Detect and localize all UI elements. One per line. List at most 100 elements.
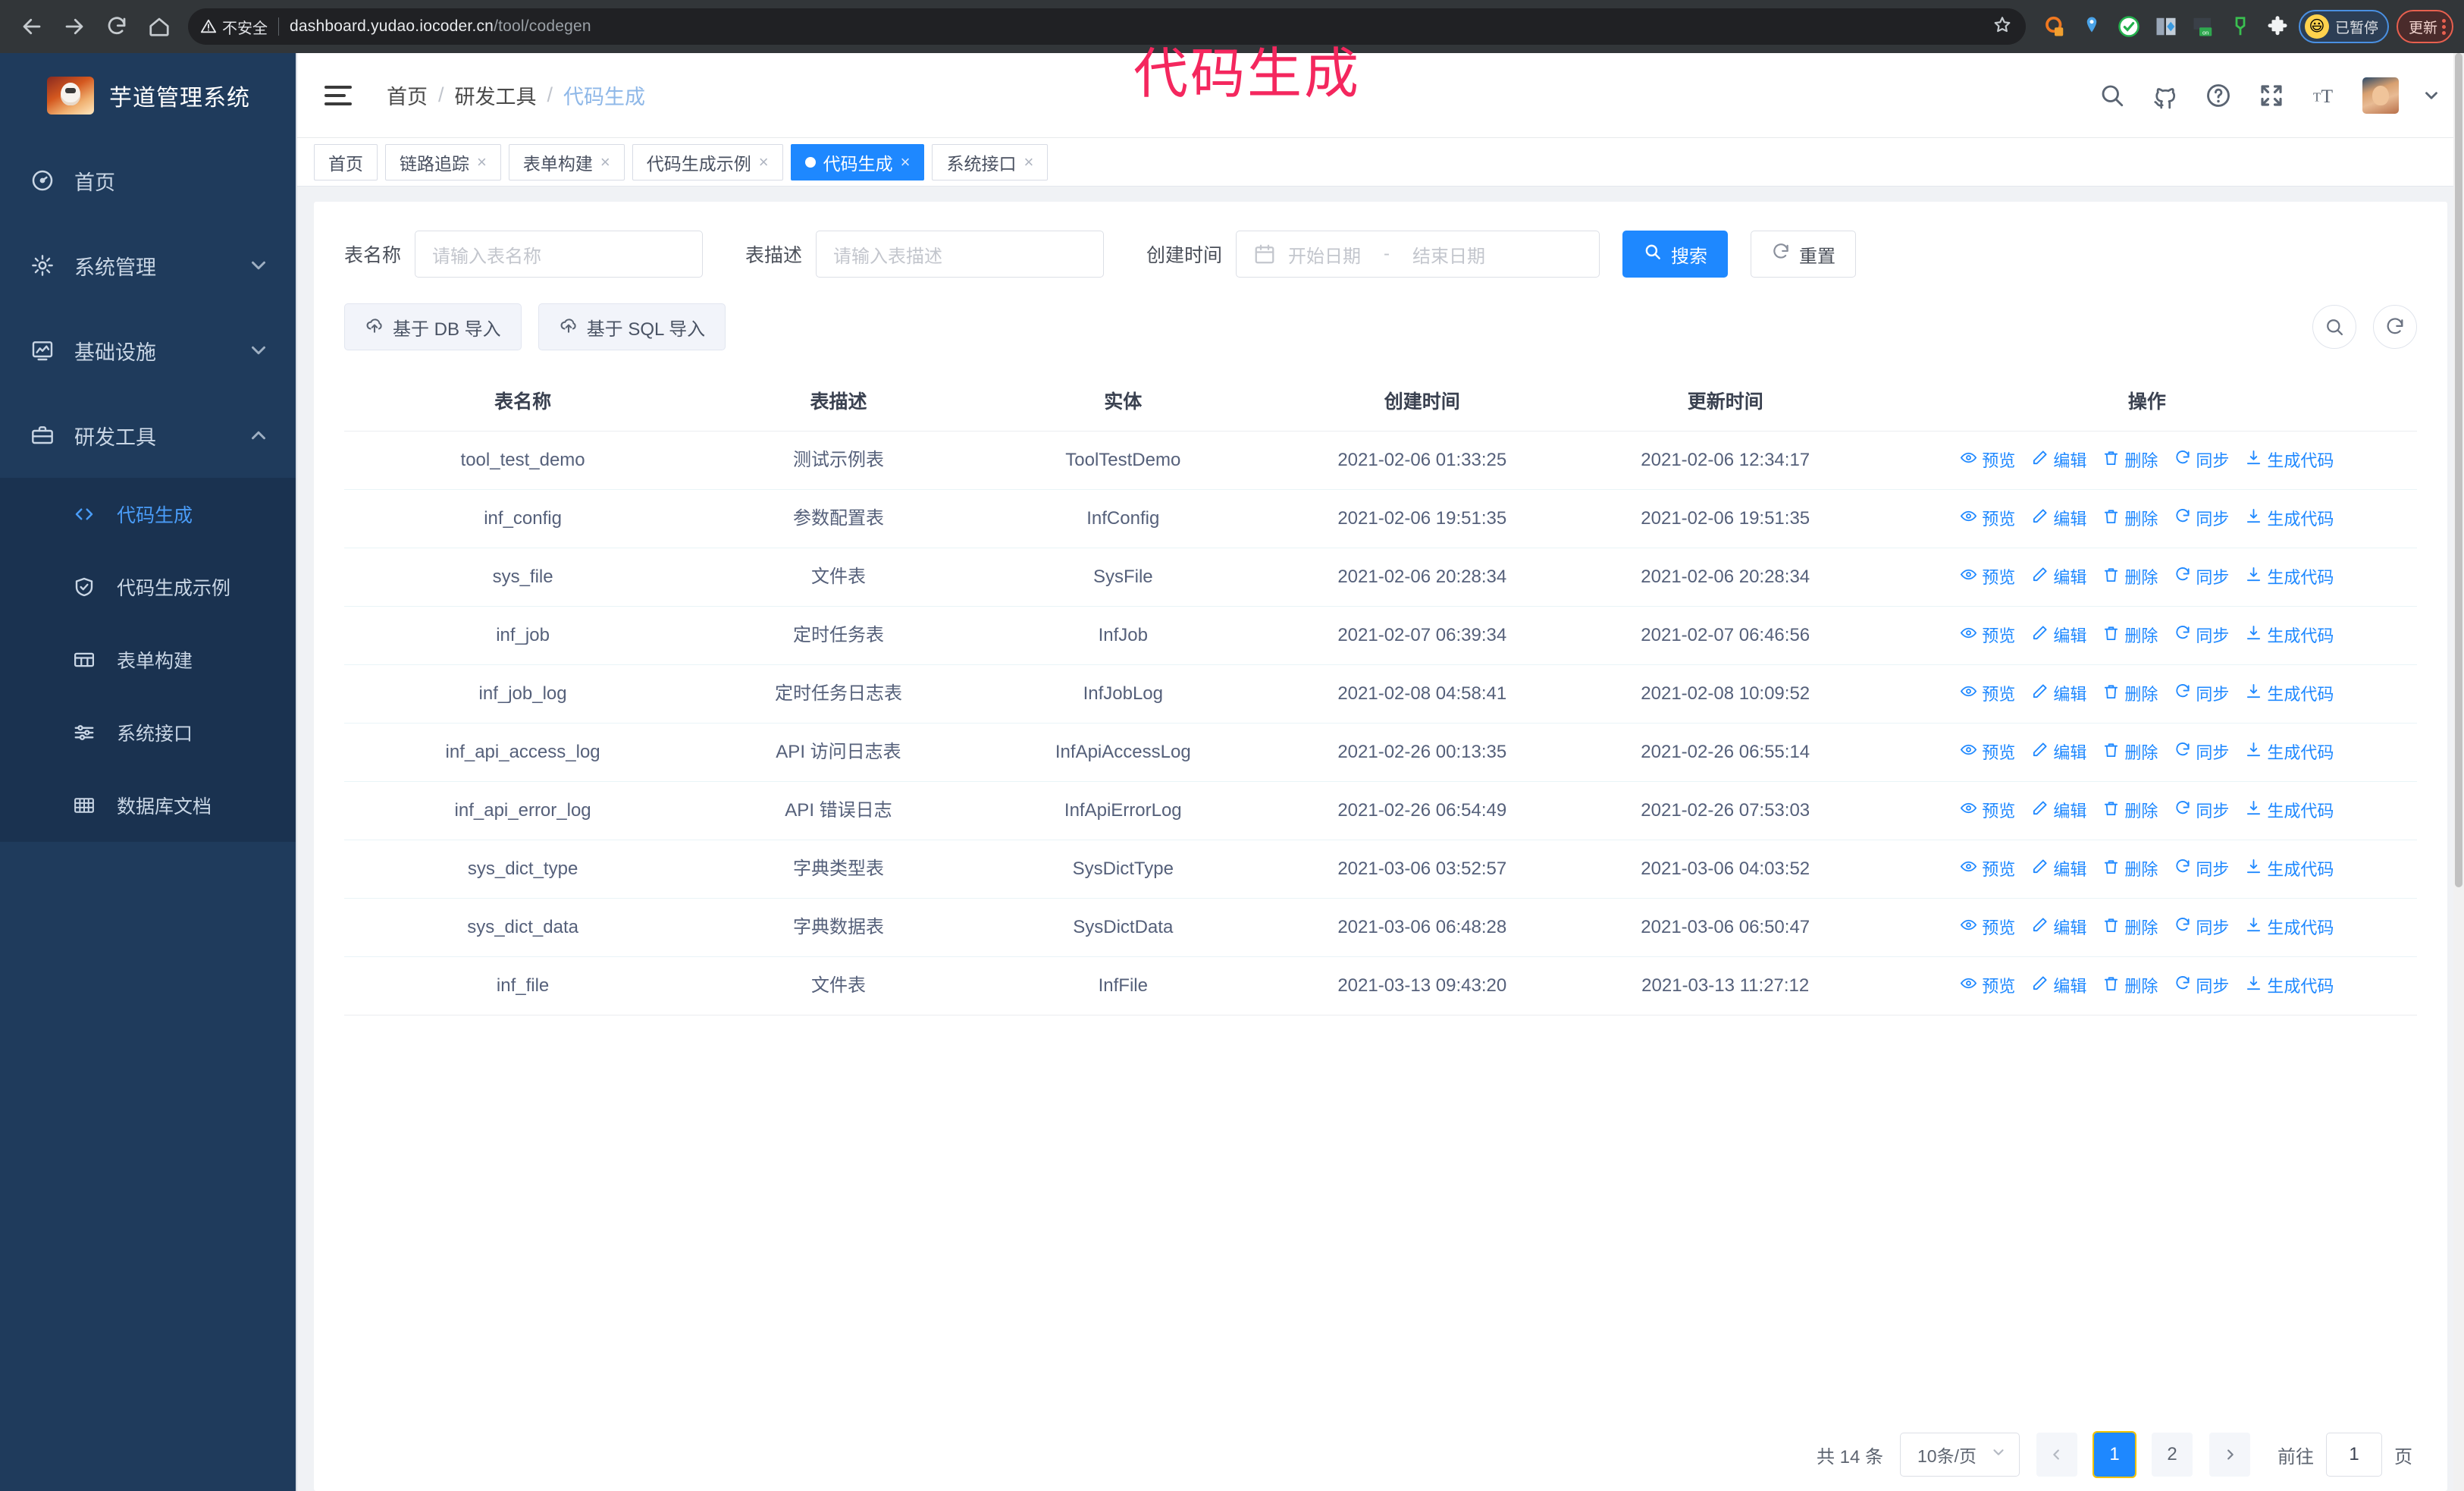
action-download[interactable]: 生成代码 bbox=[2245, 915, 2334, 940]
action-trash[interactable]: 删除 bbox=[2102, 974, 2158, 999]
action-pencil[interactable]: 编辑 bbox=[2031, 682, 2086, 707]
search-button[interactable]: 搜索 bbox=[1622, 231, 1729, 278]
start-date-input[interactable]: 开始日期 bbox=[1288, 246, 1362, 267]
tab-trace[interactable]: 链路追踪 × bbox=[385, 143, 501, 180]
action-trash[interactable]: 删除 bbox=[2102, 623, 2158, 648]
reset-button[interactable]: 重置 bbox=[1751, 231, 1857, 278]
action-sync[interactable]: 同步 bbox=[2174, 974, 2229, 999]
action-sync[interactable]: 同步 bbox=[2174, 682, 2229, 707]
import-from-sql-button[interactable]: 基于 SQL 导入 bbox=[538, 303, 726, 350]
action-eye[interactable]: 预览 bbox=[1960, 915, 2015, 940]
home-icon[interactable] bbox=[138, 5, 180, 48]
action-sync[interactable]: 同步 bbox=[2174, 799, 2229, 824]
refresh-icon[interactable] bbox=[2373, 305, 2417, 349]
action-sync[interactable]: 同步 bbox=[2174, 740, 2229, 765]
jump-page-input[interactable]: 1 bbox=[2326, 1433, 2382, 1477]
action-download[interactable]: 生成代码 bbox=[2245, 799, 2334, 824]
action-sync[interactable]: 同步 bbox=[2174, 857, 2229, 882]
help-circle-icon[interactable] bbox=[2203, 80, 2234, 111]
address-bar[interactable]: 不安全 dashboard.yudao.iocoder.cn/tool/code… bbox=[188, 8, 2026, 45]
tab-codegen[interactable]: 代码生成 × bbox=[790, 143, 925, 180]
star-icon[interactable] bbox=[1992, 15, 2012, 39]
action-sync[interactable]: 同步 bbox=[2174, 623, 2229, 648]
table-name-input[interactable]: 请输入表名称 bbox=[415, 231, 704, 278]
action-pencil[interactable]: 编辑 bbox=[2031, 799, 2086, 824]
tab-home[interactable]: 首页 bbox=[314, 143, 378, 180]
action-trash[interactable]: 删除 bbox=[2102, 857, 2158, 882]
action-eye[interactable]: 预览 bbox=[1960, 857, 2015, 882]
action-eye[interactable]: 预览 bbox=[1960, 799, 2015, 824]
green-key-icon[interactable] bbox=[2224, 10, 2257, 43]
search-toggle-icon[interactable] bbox=[2312, 305, 2356, 349]
paused-button[interactable]: 😃 已暂停 bbox=[2298, 10, 2389, 43]
update-button[interactable]: 更新 bbox=[2396, 10, 2453, 43]
tab-codegen-demo[interactable]: 代码生成示例 × bbox=[632, 143, 783, 180]
action-pencil[interactable]: 编辑 bbox=[2031, 565, 2086, 590]
action-download[interactable]: 生成代码 bbox=[2245, 682, 2334, 707]
sidebar-item-form-builder[interactable]: 表单构建 bbox=[0, 623, 296, 696]
action-sync[interactable]: 同步 bbox=[2174, 915, 2229, 940]
github-icon[interactable] bbox=[2150, 80, 2180, 111]
import-from-db-button[interactable]: 基于 DB 导入 bbox=[344, 303, 522, 350]
action-pencil[interactable]: 编辑 bbox=[2031, 915, 2086, 940]
chevron-down-icon[interactable] bbox=[2422, 86, 2441, 105]
action-download[interactable]: 生成代码 bbox=[2245, 740, 2334, 765]
tab-form-builder[interactable]: 表单构建 × bbox=[508, 143, 625, 180]
action-eye[interactable]: 预览 bbox=[1960, 682, 2015, 707]
action-trash[interactable]: 删除 bbox=[2102, 448, 2158, 473]
action-trash[interactable]: 删除 bbox=[2102, 915, 2158, 940]
breadcrumb-item-dev-tools[interactable]: 研发工具 bbox=[454, 86, 537, 108]
avatar[interactable] bbox=[2362, 77, 2399, 114]
action-pencil[interactable]: 编辑 bbox=[2031, 857, 2086, 882]
create-time-range-picker[interactable]: 开始日期 - 结束日期 bbox=[1236, 231, 1600, 278]
action-pencil[interactable]: 编辑 bbox=[2031, 507, 2086, 532]
action-eye[interactable]: 预览 bbox=[1960, 507, 2015, 532]
fullscreen-icon[interactable] bbox=[2256, 80, 2287, 111]
action-download[interactable]: 生成代码 bbox=[2245, 857, 2334, 882]
green-check-shield-icon[interactable] bbox=[2112, 10, 2146, 43]
close-icon[interactable]: × bbox=[1024, 152, 1034, 171]
page-button-1[interactable]: 1 bbox=[2093, 1431, 2136, 1478]
action-download[interactable]: 生成代码 bbox=[2245, 623, 2334, 648]
hamburger-icon[interactable] bbox=[324, 79, 358, 112]
action-eye[interactable]: 预览 bbox=[1960, 740, 2015, 765]
action-trash[interactable]: 删除 bbox=[2102, 799, 2158, 824]
sidebar-item-database-doc[interactable]: 数据库文档 bbox=[0, 769, 296, 842]
action-pencil[interactable]: 编辑 bbox=[2031, 448, 2086, 473]
action-pencil[interactable]: 编辑 bbox=[2031, 974, 2086, 999]
action-trash[interactable]: 删除 bbox=[2102, 740, 2158, 765]
forward-arrow-icon[interactable] bbox=[53, 5, 96, 48]
page-size-select[interactable]: 10条/页 bbox=[1900, 1433, 2020, 1477]
action-eye[interactable]: 预览 bbox=[1960, 974, 2015, 999]
action-trash[interactable]: 删除 bbox=[2102, 507, 2158, 532]
sidebar-item-infrastructure[interactable]: 基础设施 bbox=[0, 308, 296, 393]
sidebar-item-system-management[interactable]: 系统管理 bbox=[0, 223, 296, 308]
puzzle-piece-icon[interactable] bbox=[2261, 10, 2294, 43]
prev-page-button[interactable] bbox=[2036, 1433, 2077, 1477]
blue-diamond-panel-icon[interactable] bbox=[2149, 10, 2183, 43]
page-button-2[interactable]: 2 bbox=[2152, 1433, 2193, 1477]
action-sync[interactable]: 同步 bbox=[2174, 565, 2229, 590]
blue-pin-icon[interactable] bbox=[2075, 10, 2108, 43]
action-pencil[interactable]: 编辑 bbox=[2031, 623, 2086, 648]
back-arrow-icon[interactable] bbox=[11, 5, 53, 48]
action-trash[interactable]: 删除 bbox=[2102, 565, 2158, 590]
sidebar-item-system-api[interactable]: 系统接口 bbox=[0, 696, 296, 769]
search-icon[interactable] bbox=[2097, 80, 2127, 111]
action-eye[interactable]: 预览 bbox=[1960, 623, 2015, 648]
orange-ring-icon[interactable] bbox=[2038, 10, 2071, 43]
reload-icon[interactable] bbox=[96, 5, 138, 48]
close-icon[interactable]: × bbox=[600, 152, 610, 171]
sidebar-item-home[interactable]: 首页 bbox=[0, 138, 296, 223]
action-download[interactable]: 生成代码 bbox=[2245, 507, 2334, 532]
action-download[interactable]: 生成代码 bbox=[2245, 974, 2334, 999]
action-eye[interactable]: 预览 bbox=[1960, 448, 2015, 473]
close-icon[interactable]: × bbox=[758, 152, 769, 171]
breadcrumb-item-home[interactable]: 首页 bbox=[387, 86, 428, 108]
action-trash[interactable]: 删除 bbox=[2102, 682, 2158, 707]
action-sync[interactable]: 同步 bbox=[2174, 507, 2229, 532]
close-icon[interactable]: × bbox=[477, 152, 487, 171]
sidebar-item-codegen[interactable]: 代码生成 bbox=[0, 478, 296, 551]
sidebar-item-codegen-demo[interactable]: 代码生成示例 bbox=[0, 551, 296, 623]
